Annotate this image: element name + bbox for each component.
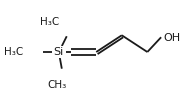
Text: CH₃: CH₃ bbox=[47, 80, 67, 90]
Text: H₃C: H₃C bbox=[4, 47, 24, 57]
Text: H₃C: H₃C bbox=[40, 18, 59, 28]
Text: OH: OH bbox=[163, 33, 180, 43]
Text: Si: Si bbox=[54, 47, 64, 57]
